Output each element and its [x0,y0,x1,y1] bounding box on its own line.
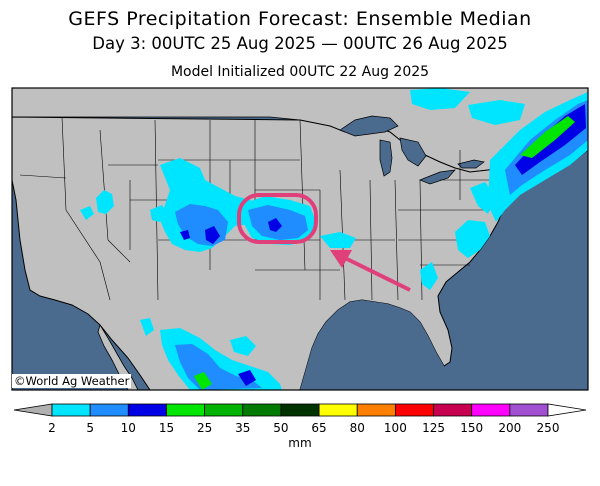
color-legend [13,403,587,417]
legend-swatch [204,403,244,417]
legend-swatch [433,403,473,417]
precip-shading [80,88,588,390]
model-init-time: Model Initialized 00UTC 22 Aug 2025 [170,64,430,80]
legend-swatch [166,403,206,417]
legend-swatch [356,403,396,417]
legend-tick-label: 15 [158,421,175,435]
legend-tick-label: 35 [235,421,251,435]
legend-swatch [394,403,434,417]
legend-tick-label: 200 [498,421,522,435]
map-title: GEFS Precipitation Forecast: Ensemble Me… [68,8,532,30]
credit-label: ©World Ag Weather [12,374,132,388]
legend-swatch [280,403,320,417]
legend-tick-label: 80 [349,421,365,435]
legend-tick-label: 100 [383,421,407,435]
map-frame [11,87,589,391]
legend-swatch [509,403,549,417]
legend-tick-label: 250 [536,421,560,435]
legend-swatch [318,403,358,417]
legend-tick-label: 2 [48,421,56,435]
legend-swatch [89,403,129,417]
legend-swatch [127,403,167,417]
legend-high-arrow [547,403,587,417]
land-baja [97,324,139,390]
legend-low-arrow [13,403,53,417]
lake-michigan [379,139,393,177]
legend-tick-label: 125 [422,421,445,435]
highlight-annotation [237,193,411,292]
legend-tick-label: 65 [311,421,327,435]
legend-units: mm [288,436,312,450]
lake-superior [339,115,399,137]
legend-tick-label: 50 [273,421,289,435]
legend-tick-label: 25 [196,421,213,435]
gulf-of-mexico [300,300,450,390]
legend-swatch [51,403,91,417]
legend-tick-label: 150 [460,421,484,435]
lake-ontario [457,159,485,169]
legend-tick-label: 10 [120,421,136,435]
forecast-period: Day 3: 00UTC 25 Aug 2025 — 00UTC 26 Aug … [92,34,508,53]
lake-erie [419,169,456,185]
legend-swatch [471,403,511,417]
legend-tick-label: 5 [86,421,94,435]
legend-swatch [242,403,282,417]
lake-huron [399,137,427,167]
